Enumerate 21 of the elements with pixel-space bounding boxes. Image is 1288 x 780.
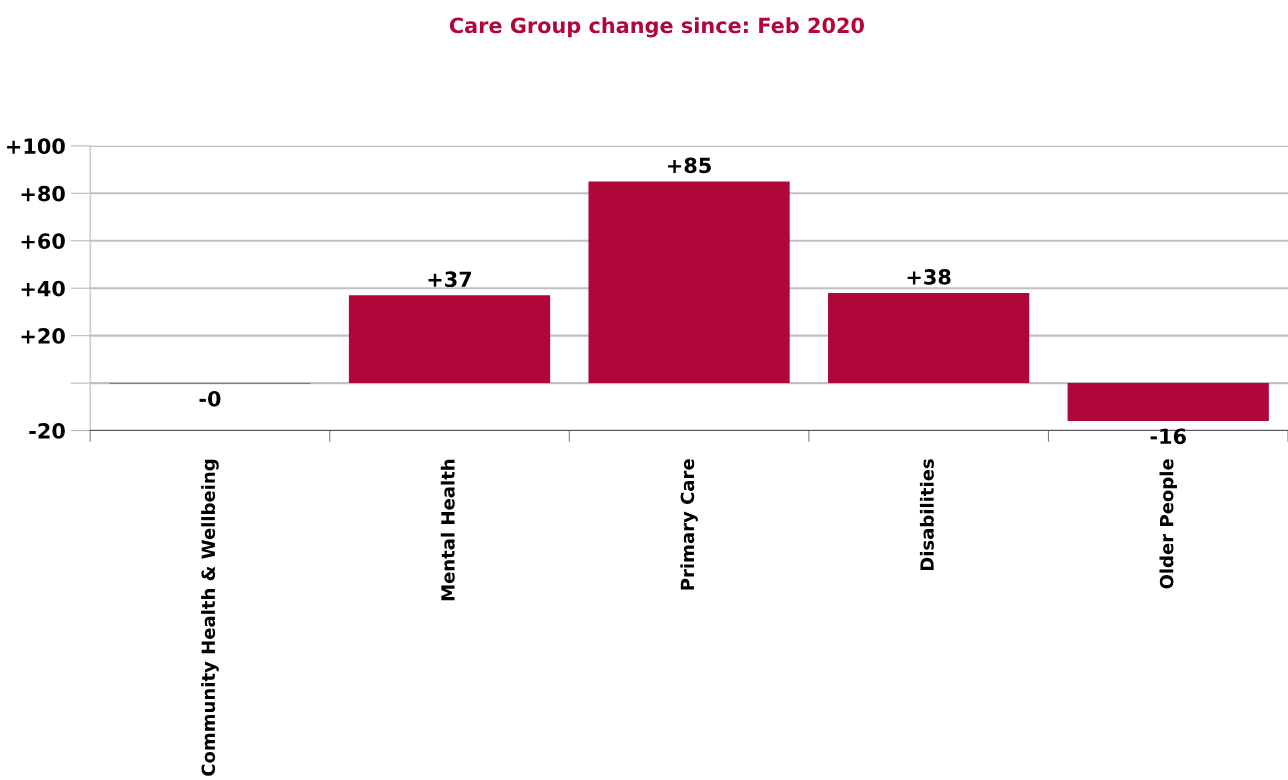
data-label: -0: [199, 390, 221, 407]
x-tick-label: Primary Care: [680, 459, 698, 590]
bar: [588, 181, 790, 384]
chart-title: Care Group change since: Feb 2020: [449, 17, 864, 38]
x-tick-label: Disabilities: [919, 459, 934, 571]
y-tick-label: +40: [21, 280, 65, 297]
bar: [348, 295, 551, 384]
y-tick-label: +100: [7, 138, 65, 155]
data-label: +38: [907, 268, 951, 285]
x-tick-label: Mental Health: [440, 459, 455, 601]
bar: [1067, 383, 1269, 422]
y-tick-label: +60: [21, 233, 65, 249]
y-tick-label: -20: [29, 423, 65, 439]
y-tick-label: +80: [21, 185, 65, 202]
data-label: -16: [1150, 428, 1186, 445]
x-tick-label: Older People: [1159, 459, 1177, 589]
data-label: +37: [428, 271, 472, 288]
bar: [828, 292, 1030, 384]
x-tick-label: Community Health & Wellbeing: [201, 459, 219, 776]
data-label: +85: [668, 157, 711, 174]
y-tick-label: +20: [21, 328, 65, 344]
